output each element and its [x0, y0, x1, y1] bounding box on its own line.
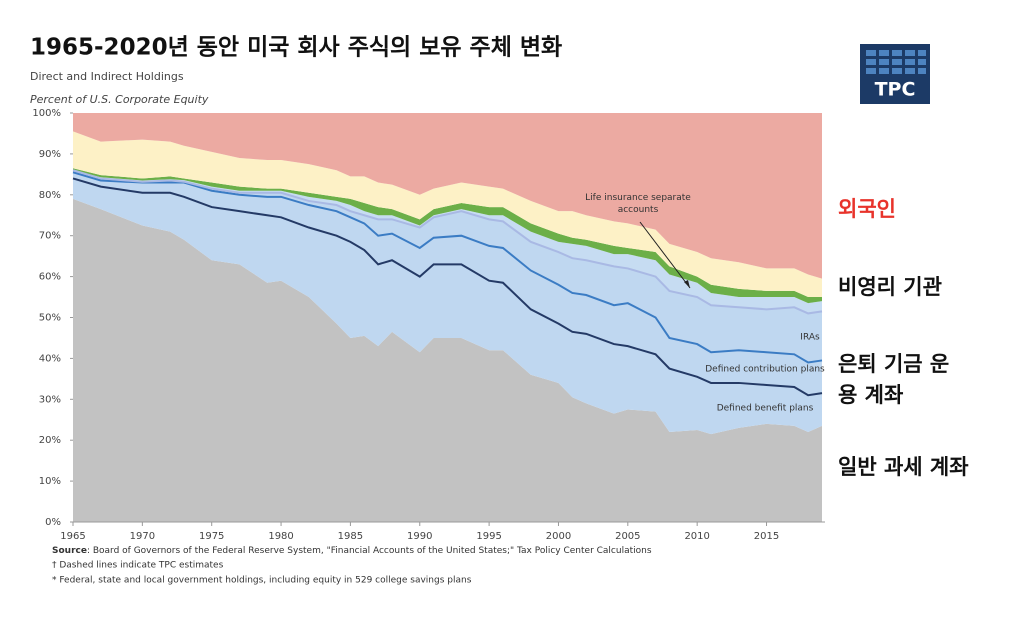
y-tick-label: 70% — [39, 231, 61, 242]
x-tick-label: 2000 — [546, 531, 571, 542]
y-tick-label: 20% — [39, 435, 61, 446]
series-line — [72, 171, 823, 364]
series-line — [72, 177, 823, 397]
y-tick-label: 80% — [39, 190, 61, 201]
series-label: Life insurance separate accounts — [585, 193, 691, 215]
y-axis-label: Percent of U.S. Corporate Equity — [30, 93, 209, 106]
x-tick-label: 1975 — [199, 531, 224, 542]
subtitle: Direct and Indirect Holdings — [30, 70, 184, 83]
annotation-arrow — [639, 221, 691, 289]
x-tick-label: 1995 — [476, 531, 501, 542]
y-tick-label: 10% — [39, 476, 61, 487]
source-text: : Board of Governors of the Federal Rese… — [87, 546, 652, 556]
x-tick-label: 1990 — [407, 531, 432, 542]
annotation-arrowhead — [684, 280, 690, 288]
series-label: Defined benefit plans — [717, 404, 814, 414]
x-tick-label: 1985 — [338, 531, 363, 542]
x-tick-label: 2015 — [754, 531, 779, 542]
series-label: 일반 과세 계좌 — [838, 455, 969, 479]
source: Source: Board of Governors of the Federa… — [52, 546, 652, 556]
series-label: 비영리 기관 — [838, 275, 942, 299]
y-tick-label: 30% — [39, 394, 61, 405]
retirement-label: 은퇴 기금 운용 계좌 — [838, 352, 950, 407]
area — [73, 113, 822, 279]
source-label: Source — [52, 546, 87, 556]
area — [73, 198, 822, 522]
x-tick-label: 2010 — [684, 531, 709, 542]
note: * Federal, state and local government ho… — [52, 576, 472, 586]
y-tick-label: 40% — [39, 353, 61, 364]
plot: 0% 10% 20% 30% 40% 50% 60% 70% 80% 90% 100% 1965 197… — [32, 108, 825, 542]
x-tick-label: 1965 — [60, 531, 85, 542]
area — [73, 172, 822, 396]
y-tick-label: 60% — [39, 272, 61, 283]
y-tick-label: 0% — [45, 517, 61, 528]
logo-grid — [866, 50, 926, 74]
series-line — [72, 169, 823, 315]
area — [73, 131, 822, 298]
series-label: 외국인 — [838, 197, 896, 221]
title: 1965-2020년 동안 미국 회사 주식의 보유 주체 변화 — [30, 35, 562, 61]
area — [73, 170, 822, 363]
series-label: Defined contribution plans — [705, 365, 825, 375]
logo: TPC — [860, 44, 930, 104]
area — [73, 178, 822, 435]
y-tick-label: 50% — [39, 313, 61, 324]
x-tick-label: 1980 — [268, 531, 293, 542]
y-tick-label: 100% — [32, 108, 61, 119]
y-tick-label: 90% — [39, 149, 61, 160]
x-tick-label: 2005 — [615, 531, 640, 542]
x-tick-label: 1970 — [130, 531, 155, 542]
area — [73, 168, 822, 304]
note: † Dashed lines indicate TPC estimates — [52, 561, 224, 571]
logo-text: TPC — [875, 79, 916, 101]
area — [73, 170, 822, 314]
series-label: IRAs — [800, 333, 820, 343]
